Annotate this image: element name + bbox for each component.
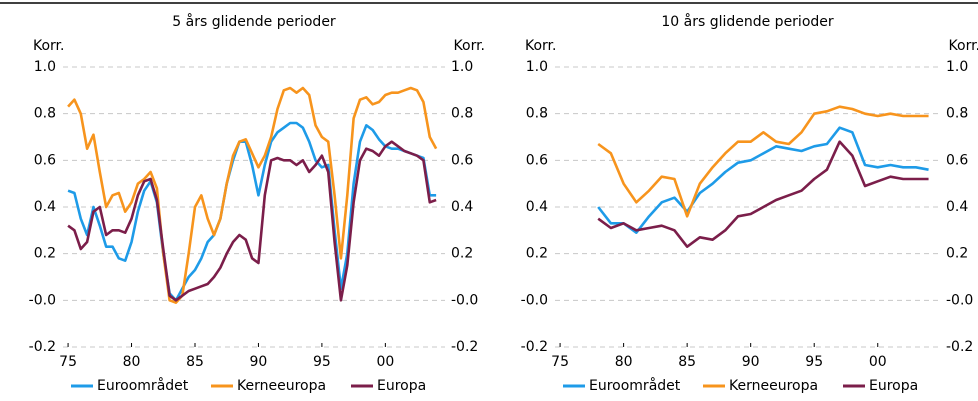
x-tick-label: 85 [186,354,204,370]
y-axis-label: Korr. [525,38,556,54]
legend-label: Europa [869,378,918,394]
y-tick-label: 1.0 [526,59,548,75]
legend-label: Euroområdet [97,377,189,394]
y2-tick-label: 0.6 [451,152,473,168]
legend-label: Euroområdet [589,377,681,394]
y-tick-label: -0.2 [29,339,56,355]
x-tick-label: 80 [123,354,141,370]
y2-tick-label: -0.0 [451,292,478,308]
y2-tick-label: 0.2 [451,246,473,262]
y2-axis-label: Korr. [454,38,485,54]
y2-tick-label: 1.0 [946,59,968,75]
y-tick-label: 1.0 [34,59,56,75]
y-tick-label: 0.2 [34,246,56,262]
y2-tick-label: 0.4 [451,199,473,215]
legend-label: Kerneeuropa [729,378,818,394]
series-line [67,86,438,304]
y-tick-label: -0.0 [29,292,56,308]
y2-tick-label: -0.2 [946,339,973,355]
y2-tick-label: 0.6 [946,152,968,168]
series-line [67,121,437,302]
x-tick-label: 90 [742,354,760,370]
series-line [597,140,929,248]
y-axis-label: Korr. [33,38,64,54]
x-tick-label: 75 [551,354,569,370]
y2-tick-label: 0.8 [451,106,473,122]
y2-tick-label: 0.8 [946,106,968,122]
y2-tick-label: 1.0 [451,59,473,75]
series-line [597,126,929,234]
y2-tick-label: -0.0 [946,292,973,308]
y-tick-label: 0.6 [526,152,548,168]
chart-title: 5 års glidende perioder [172,13,336,30]
y-tick-label: -0.0 [521,292,548,308]
y-tick-label: 0.8 [34,106,56,122]
x-tick-label: 85 [678,354,696,370]
y2-tick-label: -0.2 [451,339,478,355]
chart-title: 10 års glidende perioder [661,13,834,30]
y-tick-label: 0.2 [526,246,548,262]
x-tick-label: 00 [869,354,887,370]
y2-tick-label: 0.2 [946,246,968,262]
legend-label: Europa [377,378,426,394]
x-tick-label: 75 [59,354,77,370]
y-tick-label: 0.8 [526,106,548,122]
y-tick-label: -0.2 [521,339,548,355]
x-tick-label: 00 [376,354,394,370]
y-tick-label: 0.4 [34,199,56,215]
y-tick-label: 0.4 [526,199,548,215]
series-line [67,140,437,302]
series-line [597,105,929,218]
y2-tick-label: 0.4 [946,199,968,215]
x-tick-label: 90 [250,354,268,370]
x-tick-label: 80 [615,354,633,370]
y-tick-label: 0.6 [34,152,56,168]
y2-axis-label: Korr. [949,38,978,54]
x-tick-label: 95 [805,354,823,370]
legend-label: Kerneeuropa [237,378,326,394]
x-tick-label: 95 [313,354,331,370]
